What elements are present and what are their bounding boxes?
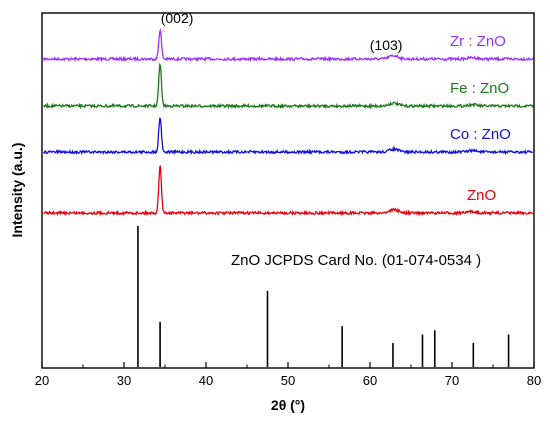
x-tick-label: 40	[199, 373, 213, 388]
x-tick-label: 30	[117, 373, 131, 388]
x-tick-label: 80	[527, 373, 541, 388]
series-label: Co : ZnO	[450, 126, 511, 143]
label-layer: 2θ (°) Intensity (a.u.) ZnO JCPDS Card N…	[9, 10, 511, 413]
series-line-co-zno	[43, 117, 534, 156]
x-tick-label: 50	[281, 373, 295, 388]
series-line-zno	[43, 165, 534, 217]
series-label: Fe : ZnO	[450, 80, 509, 97]
peak-annotation: (103)	[370, 37, 403, 53]
tick-layer: 20 30 40 50 60 70 80	[35, 362, 541, 388]
reference-label: ZnO JCPDS Card No. (01-074-0534 )	[231, 252, 481, 269]
series-layer	[42, 28, 534, 217]
x-tick-label: 20	[35, 373, 49, 388]
reference-sticks-layer	[137, 226, 510, 367]
series-line-fe-zno	[43, 62, 534, 110]
series-label: Zr : ZnO	[450, 33, 506, 50]
y-axis-label: Intensity (a.u.)	[9, 143, 25, 238]
series-line-zr-zno	[42, 28, 534, 63]
peak-annotation: (002)	[161, 10, 194, 26]
series-label: ZnO	[467, 187, 496, 204]
x-tick-label: 70	[445, 373, 459, 388]
x-axis-label: 2θ (°)	[271, 397, 305, 413]
plot-frame	[41, 12, 535, 369]
x-tick-label: 60	[363, 373, 377, 388]
